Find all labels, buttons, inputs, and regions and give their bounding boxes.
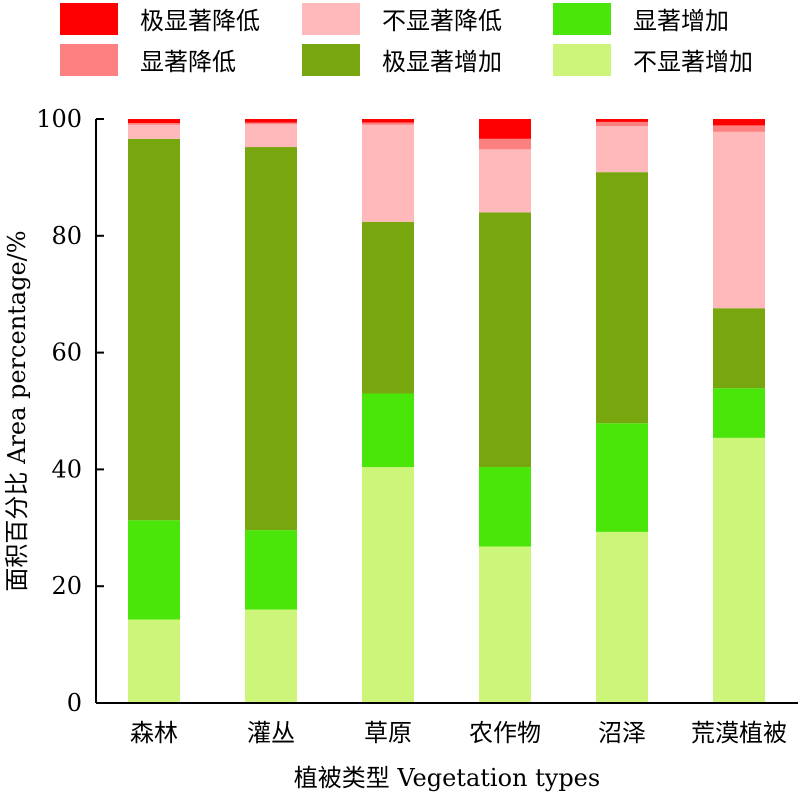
y-ticks: 0 20 40 60 80 100 [36, 105, 104, 717]
bar-segment-0-1 [128, 520, 180, 620]
bar-segment-4-1 [596, 423, 648, 532]
y-tick-label-2: 40 [51, 455, 82, 483]
bars [128, 119, 765, 703]
y-tick-label-5: 100 [36, 105, 82, 133]
legend-swatch-0 [60, 3, 118, 35]
bar-segment-5-5 [713, 119, 765, 126]
bar-segment-1-5 [245, 119, 297, 123]
x-tick-label-5: 荒漠植被 [691, 719, 787, 747]
legend-swatch-1 [302, 3, 360, 35]
bar-segment-3-0 [479, 546, 531, 703]
bar-segment-4-0 [596, 531, 648, 703]
bar-segment-0-2 [128, 138, 180, 521]
legend-label-1: 不显著降低 [382, 7, 502, 35]
x-tick-label-4: 沼泽 [598, 719, 646, 747]
x-labels: 森林 灌丛 草原 农作物 沼泽 荒漠植被 [130, 719, 787, 747]
bar-segment-4-4 [596, 121, 648, 127]
bar-segment-5-1 [713, 388, 765, 438]
bar-segment-2-3 [362, 124, 414, 222]
bar-segment-3-2 [479, 212, 531, 468]
legend-swatch-2 [553, 3, 611, 35]
bar-segment-3-4 [479, 138, 531, 150]
legend-swatch-5 [553, 44, 611, 76]
bar-segment-5-0 [713, 437, 765, 703]
y-tick-label-0: 0 [67, 689, 82, 717]
legend-label-0: 极显著降低 [140, 7, 260, 35]
bar-segment-5-4 [713, 125, 765, 132]
legend-swatch-3 [60, 44, 118, 76]
bar-segment-1-2 [245, 147, 297, 531]
legend-label-5: 不显著增加 [633, 48, 753, 76]
legend-label-4: 极显著增加 [382, 48, 502, 76]
bar-segment-0-4 [128, 123, 180, 125]
bar-segment-3-3 [479, 149, 531, 213]
bar-segment-4-2 [596, 172, 648, 424]
bar-segment-2-5 [362, 119, 414, 123]
bar-segment-2-1 [362, 393, 414, 468]
y-tick-label-1: 20 [51, 572, 82, 600]
bar-segment-0-0 [128, 619, 180, 703]
x-tick-label-2: 草原 [364, 719, 412, 747]
bar-segment-2-2 [362, 221, 414, 394]
bar-segment-1-1 [245, 530, 297, 610]
bar-segment-1-3 [245, 124, 297, 148]
legend-label-2: 显著增加 [633, 7, 729, 35]
y-tick-label-4: 80 [51, 222, 82, 250]
bar-segment-2-0 [362, 467, 414, 703]
x-tick-label-3: 农作物 [469, 719, 541, 747]
y-axis-title: 面积百分比 Area percentage/% [3, 230, 31, 591]
bar-segment-4-3 [596, 126, 648, 173]
bar-segment-5-3 [713, 131, 765, 309]
axes [95, 119, 798, 704]
legend-label-3: 显著降低 [140, 48, 236, 76]
bar-segment-4-5 [596, 119, 648, 122]
legend-swatch-4 [302, 44, 360, 76]
bar-segment-1-4 [245, 122, 297, 125]
x-tick-label-0: 森林 [130, 719, 178, 747]
bar-segment-0-3 [128, 124, 180, 139]
bar-segment-2-4 [362, 122, 414, 125]
x-axis-title: 植被类型 Vegetation types [294, 764, 600, 792]
bar-segment-0-5 [128, 119, 180, 124]
y-tick-label-3: 60 [51, 339, 82, 367]
bar-segment-3-1 [479, 467, 531, 547]
bar-segment-3-5 [479, 119, 531, 139]
bar-segment-1-0 [245, 609, 297, 703]
x-tick-label-1: 灌丛 [247, 719, 295, 747]
bar-segment-5-2 [713, 308, 765, 389]
